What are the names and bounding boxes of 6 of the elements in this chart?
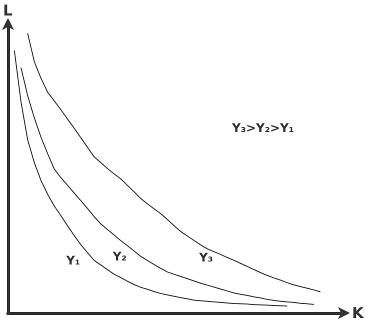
x-axis-title: K [352, 304, 365, 322]
annotation: Y₃>Y₂>Y₁ [231, 121, 294, 135]
series-label: Y₁ [65, 253, 80, 268]
series-label: Y₃ [198, 250, 214, 264]
series-label: Y₂ [112, 249, 127, 264]
y-axis-title: L [3, 2, 13, 20]
